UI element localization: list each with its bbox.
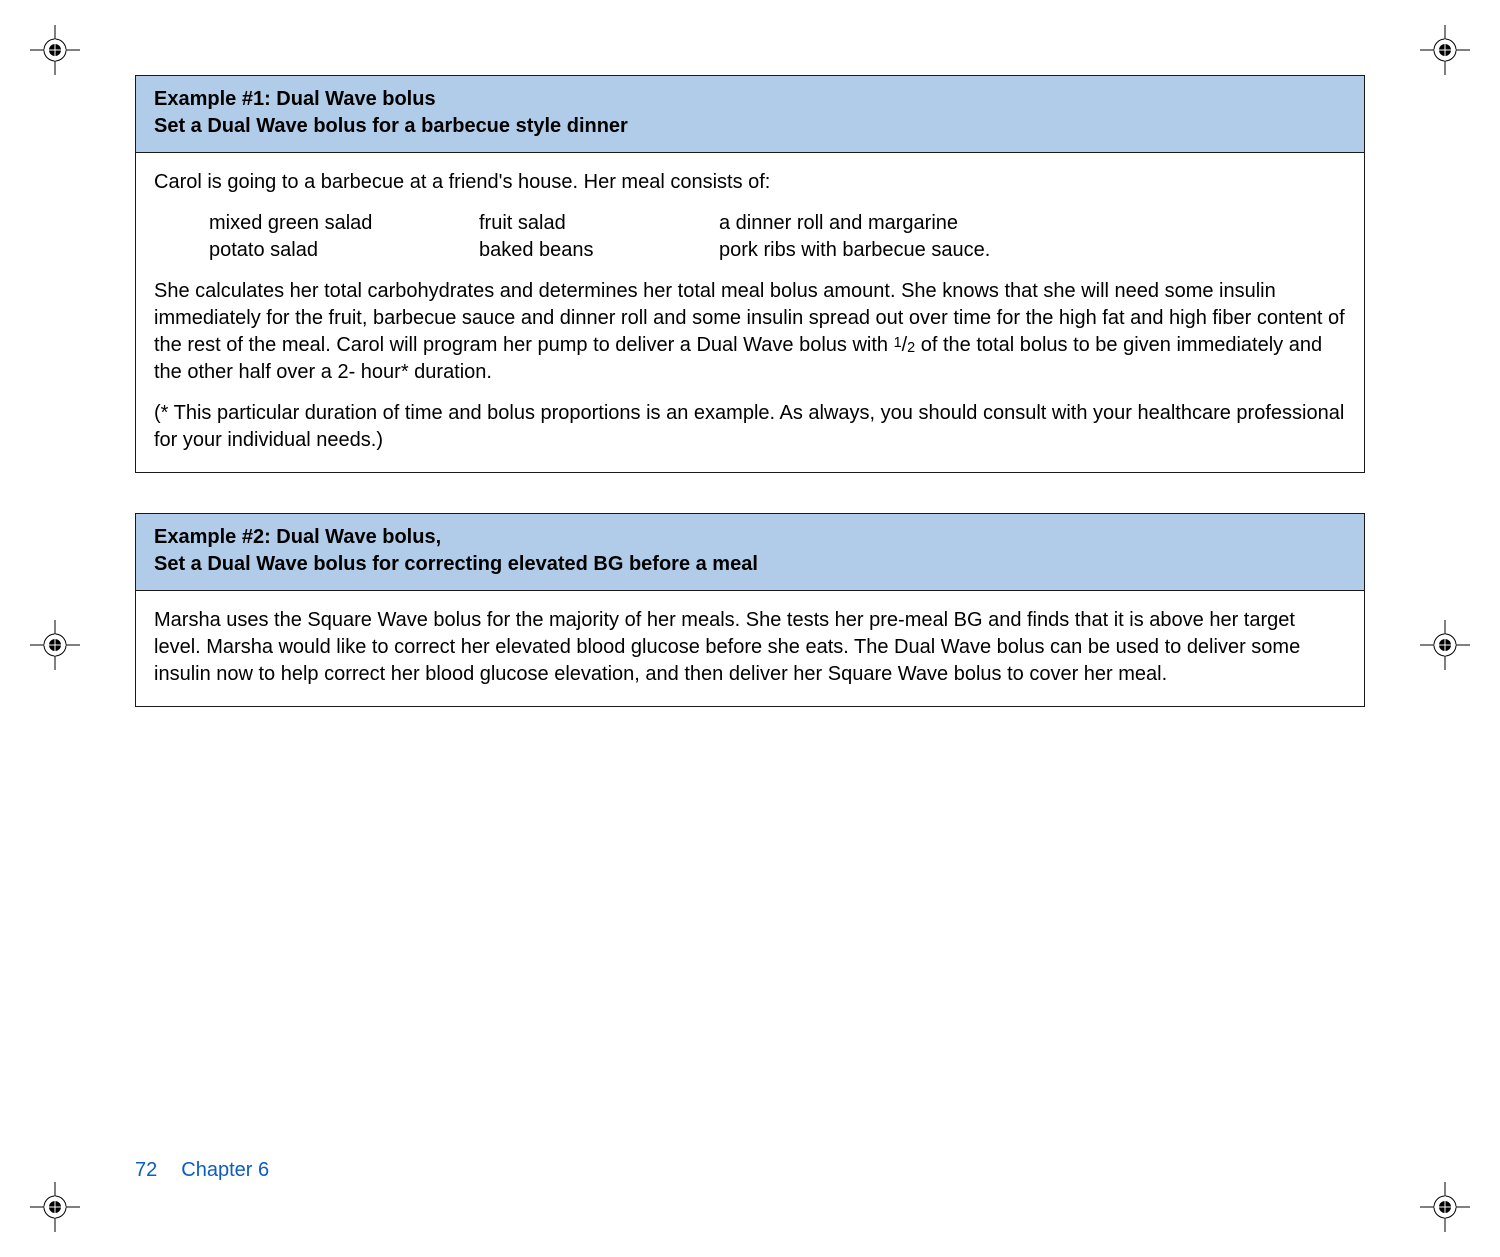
example-2-body: Marsha uses the Square Wave bolus for th… [136, 591, 1364, 706]
chapter-label: Chapter 6 [181, 1159, 269, 1181]
example-2-title-line1: Example #2: Dual Wave bolus, [154, 524, 1346, 551]
food-column-3: a dinner roll and margarine pork ribs wi… [719, 210, 1346, 264]
food-item: baked beans [479, 237, 719, 264]
example-1-food-list: mixed green salad potato salad fruit sal… [154, 210, 1346, 264]
food-column-2: fruit salad baked beans [479, 210, 719, 264]
crop-mark-icon [30, 25, 80, 75]
example-2-title-line2: Set a Dual Wave bolus for correcting ele… [154, 551, 1346, 578]
page-content: Example #1: Dual Wave bolus Set a Dual W… [135, 75, 1365, 747]
example-2-header: Example #2: Dual Wave bolus, Set a Dual … [136, 514, 1364, 591]
crop-mark-icon [1420, 25, 1470, 75]
food-item: mixed green salad [209, 210, 479, 237]
example-1-title-line2: Set a Dual Wave bolus for a barbecue sty… [154, 113, 1346, 140]
crop-mark-icon [30, 620, 80, 670]
example-1-body: Carol is going to a barbecue at a friend… [136, 153, 1364, 472]
food-item: fruit salad [479, 210, 719, 237]
example-2-paragraph-1: Marsha uses the Square Wave bolus for th… [154, 607, 1346, 688]
food-column-1: mixed green salad potato salad [209, 210, 479, 264]
food-item: pork ribs with barbecue sauce. [719, 237, 1346, 264]
example-1-paragraph-3: (* This particular duration of time and … [154, 400, 1346, 454]
example-2-box: Example #2: Dual Wave bolus, Set a Dual … [135, 513, 1365, 707]
crop-mark-icon [30, 1182, 80, 1232]
crop-mark-icon [1420, 620, 1470, 670]
page-footer: 72 Chapter 6 [135, 1159, 269, 1182]
example-1-box: Example #1: Dual Wave bolus Set a Dual W… [135, 75, 1365, 473]
page-number: 72 [135, 1159, 157, 1181]
crop-mark-icon [1420, 1182, 1470, 1232]
example-1-intro: Carol is going to a barbecue at a friend… [154, 169, 1346, 196]
food-item: potato salad [209, 237, 479, 264]
fraction-denominator: 2 [907, 340, 915, 356]
example-1-paragraph-2: She calculates her total carbohydrates a… [154, 278, 1346, 386]
example-1-header: Example #1: Dual Wave bolus Set a Dual W… [136, 76, 1364, 153]
example-1-title-line1: Example #1: Dual Wave bolus [154, 86, 1346, 113]
fraction-numerator: 1 [894, 335, 902, 351]
food-item: a dinner roll and margarine [719, 210, 1346, 237]
